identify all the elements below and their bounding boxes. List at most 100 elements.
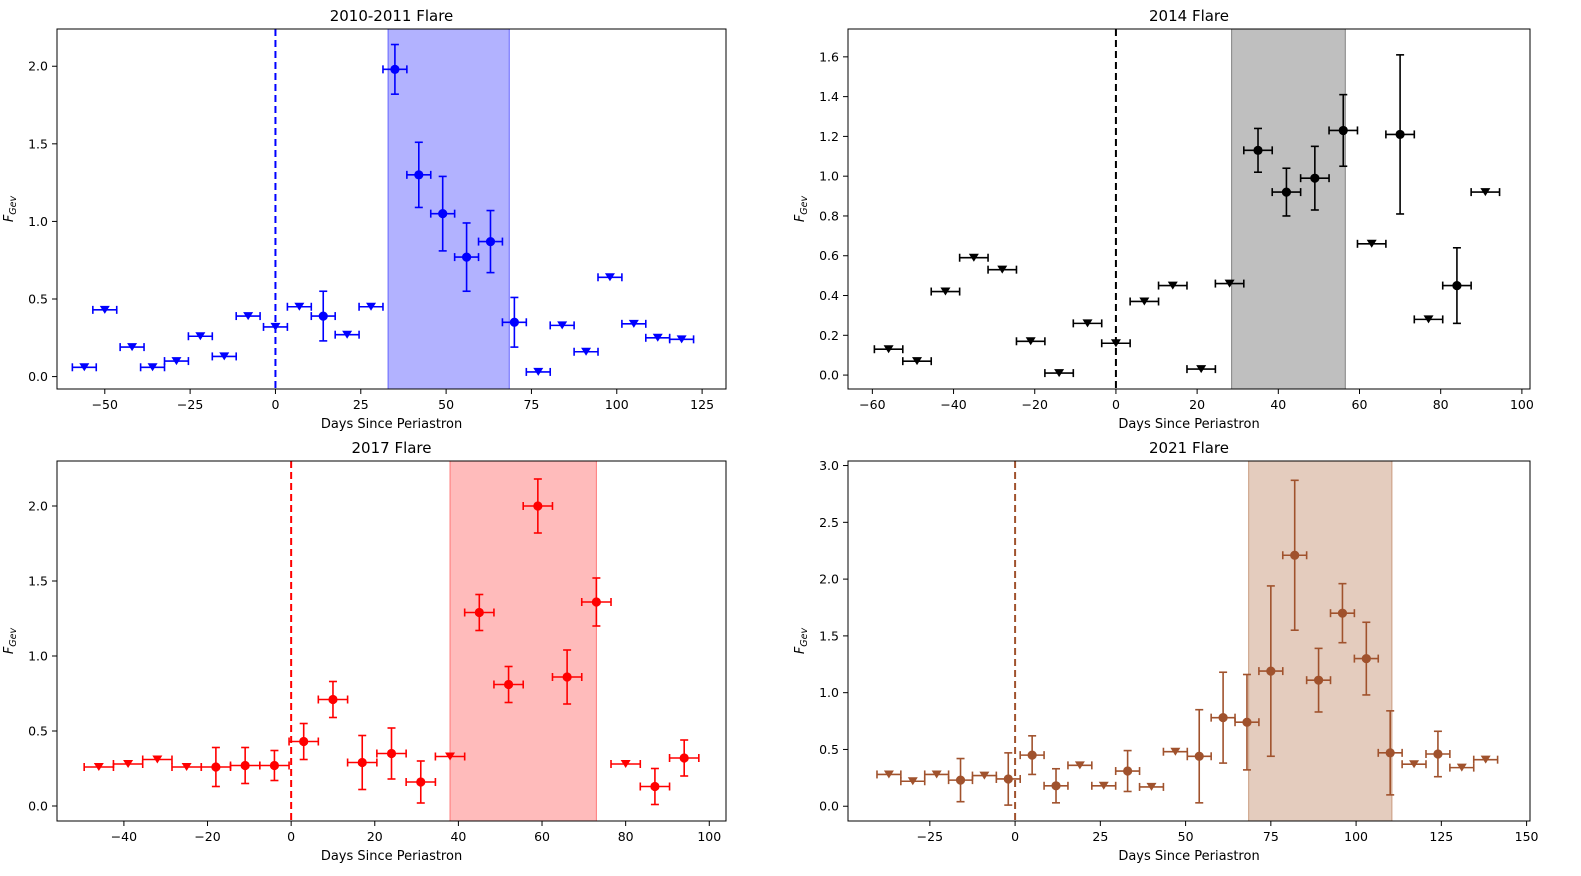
upper-limit-point bbox=[187, 332, 214, 341]
detection-point bbox=[580, 577, 612, 627]
x-tick-label: −60 bbox=[859, 397, 885, 412]
x-axis-label: Days Since Periastron bbox=[321, 849, 462, 864]
detection-point bbox=[1353, 621, 1380, 696]
upper-limit-marker bbox=[1170, 747, 1181, 756]
y-tick-label: 1.0 bbox=[28, 214, 48, 229]
upper-limit-point bbox=[434, 752, 466, 761]
detection-point bbox=[346, 734, 378, 791]
upper-limit-point bbox=[1100, 339, 1131, 348]
upper-limit-marker bbox=[123, 760, 134, 768]
upper-limit-marker bbox=[445, 752, 456, 761]
upper-limit-point bbox=[286, 302, 313, 311]
upper-limit-marker bbox=[912, 357, 923, 366]
detection-point bbox=[1210, 671, 1236, 764]
upper-limit-marker bbox=[147, 363, 158, 372]
upper-limit-point bbox=[902, 357, 933, 366]
upper-limit-point bbox=[71, 363, 98, 372]
upper-limit-marker bbox=[883, 770, 894, 779]
detection-marker bbox=[591, 597, 601, 607]
detection-point bbox=[376, 727, 407, 780]
upper-limit-point bbox=[644, 333, 671, 342]
upper-limit-point bbox=[1214, 279, 1245, 288]
detection-point bbox=[995, 752, 1022, 806]
upper-limit-point bbox=[1138, 782, 1165, 791]
upper-limit-marker bbox=[1456, 763, 1467, 772]
detection-marker bbox=[562, 672, 572, 682]
detection-point bbox=[317, 680, 349, 719]
upper-limit-marker bbox=[557, 321, 568, 330]
panel-2017-flare: −40 −20 0 20 40 60 80 100 0.0 0.5 1.0 1.5 2.0 2017 Fl… bbox=[2, 439, 727, 864]
upper-limit-point bbox=[92, 305, 118, 314]
upper-limit-point bbox=[1472, 755, 1499, 764]
upper-limit-marker bbox=[1423, 315, 1434, 324]
y-tick-label: 0.0 bbox=[28, 369, 48, 384]
flare-window-shade bbox=[449, 460, 597, 822]
upper-limit-marker bbox=[1224, 279, 1235, 288]
detection-marker bbox=[533, 501, 543, 511]
detection-marker bbox=[1361, 654, 1371, 664]
upper-limit-marker bbox=[883, 345, 894, 354]
detection-point bbox=[522, 478, 554, 534]
upper-limit-point bbox=[1091, 781, 1117, 790]
y-tick-label: 0.5 bbox=[28, 292, 48, 307]
upper-limit-point bbox=[876, 770, 902, 779]
detection-point bbox=[1281, 479, 1308, 632]
detection-point bbox=[1328, 93, 1359, 168]
upper-limit-marker bbox=[628, 319, 639, 328]
detection-marker bbox=[1290, 550, 1300, 560]
x-axis-label: Days Since Periastron bbox=[1118, 417, 1259, 432]
x-tick-label: 50 bbox=[438, 397, 454, 412]
x-tick-label: 50 bbox=[1178, 829, 1194, 844]
detection-marker bbox=[1337, 608, 1348, 618]
detection-marker bbox=[650, 781, 660, 792]
y-tick-label: 0.6 bbox=[819, 248, 839, 263]
x-tick-label: 40 bbox=[1270, 397, 1286, 412]
detection-marker bbox=[955, 775, 966, 785]
detection-marker bbox=[269, 760, 280, 771]
x-tick-label: 150 bbox=[1515, 829, 1539, 844]
detection-marker bbox=[509, 317, 519, 327]
upper-limit-point bbox=[971, 771, 998, 780]
upper-limit-marker bbox=[171, 357, 182, 366]
detection-point bbox=[639, 767, 671, 806]
upper-limit-point bbox=[549, 321, 575, 330]
y-tick-label: 2.0 bbox=[819, 572, 839, 587]
detection-point bbox=[947, 757, 974, 803]
upper-limit-marker bbox=[581, 347, 592, 356]
panel-title: 2010-2011 Flare bbox=[330, 7, 454, 25]
upper-limit-marker bbox=[533, 367, 544, 376]
upper-limit-marker bbox=[1110, 339, 1121, 348]
detection-point bbox=[310, 290, 336, 342]
panel-2014-flare: −60 −40 −20 0 20 40 60 80 100 0.0 0.2 0.4 0.6 0.8 1.0 1… bbox=[793, 7, 1534, 432]
upper-limit-point bbox=[525, 367, 552, 376]
upper-limit-point bbox=[1401, 760, 1427, 769]
y-tick-label: 0.0 bbox=[819, 799, 839, 814]
detection-point bbox=[382, 43, 408, 95]
y-axis-label: FGev bbox=[2, 195, 19, 222]
x-tick-label: 40 bbox=[450, 829, 466, 844]
detection-marker bbox=[1395, 129, 1405, 140]
detection-marker bbox=[503, 679, 514, 690]
y-tick-label: 1.0 bbox=[819, 169, 839, 184]
x-tick-label: 20 bbox=[1189, 397, 1205, 412]
upper-limit-marker bbox=[1054, 369, 1065, 378]
detection-point bbox=[1271, 167, 1302, 217]
detection-marker bbox=[1385, 748, 1395, 758]
upper-limit-point bbox=[987, 265, 1018, 274]
upper-limit-point bbox=[211, 352, 237, 361]
upper-limit-point bbox=[621, 319, 647, 328]
flare-window-shade bbox=[1231, 28, 1346, 390]
detection-marker bbox=[474, 607, 484, 618]
detection-point bbox=[1258, 585, 1284, 758]
detection-point bbox=[453, 222, 480, 293]
upper-limit-point bbox=[573, 347, 599, 356]
upper-limit-point bbox=[1044, 369, 1075, 378]
upper-limit-point bbox=[1449, 763, 1475, 772]
detection-marker bbox=[1433, 749, 1443, 759]
upper-limit-point bbox=[139, 363, 166, 372]
detection-marker bbox=[1123, 766, 1133, 776]
x-tick-label: 0 bbox=[1112, 397, 1120, 412]
detection-marker bbox=[1266, 666, 1276, 676]
y-tick-label: 3.0 bbox=[819, 458, 839, 473]
upper-limit-marker bbox=[270, 322, 281, 331]
